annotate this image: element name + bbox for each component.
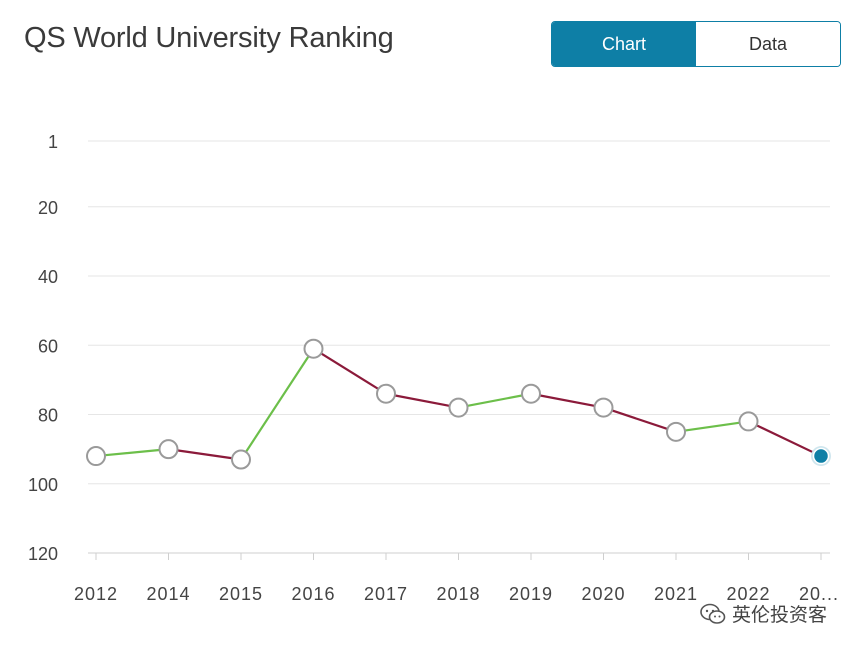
y-tick-label: 20 [38,198,58,218]
data-point [376,383,396,404]
series-segment [602,406,678,433]
x-tick-label: 20... [799,584,839,604]
data-point [593,397,614,418]
watermark: 英伦投资客 [700,600,827,627]
y-tick-label: 40 [38,267,58,287]
data-point [666,421,686,442]
x-tick-label: 2016 [291,584,335,604]
view-toggle: Chart Data [551,21,841,67]
x-tick-label: 2018 [436,584,480,604]
series-segment [529,392,605,409]
watermark-text: 英伦投资客 [732,604,828,626]
x-tick-label: 2022 [726,584,770,604]
wechat-icon [700,603,726,624]
data-point-current [812,447,830,465]
y-tick-label: 1 [48,132,58,152]
x-tick-label: 2021 [654,584,698,604]
x-tick-label: 2015 [219,584,263,604]
chart-title: QS World University Ranking [24,22,394,54]
data-point [231,449,251,470]
series-segment [457,392,533,409]
x-tick-label: 2017 [364,584,408,604]
x-tick-label: 2019 [509,584,553,604]
chart-tab-button[interactable]: Chart [552,22,696,66]
x-tick-label: 2014 [146,584,190,604]
series-segment [384,392,460,409]
series-segment [747,420,823,458]
series-segment [94,448,170,458]
y-tick-label: 120 [28,544,58,564]
x-tick-label: 2020 [581,584,625,604]
data-point [86,446,106,467]
data-point [158,439,179,460]
y-tick-label: 60 [38,336,58,356]
series-segment [312,347,388,395]
data-point [303,338,324,359]
y-tick-label: 80 [38,406,58,426]
data-tab-button[interactable]: Data [696,22,840,66]
x-tick-label: 2012 [74,584,118,604]
series-segment [167,448,243,461]
data-point [448,397,469,418]
data-point [738,411,759,432]
y-tick-label: 100 [28,475,58,495]
data-point [521,383,541,404]
series-segment [674,420,750,433]
series-segment [239,347,315,461]
